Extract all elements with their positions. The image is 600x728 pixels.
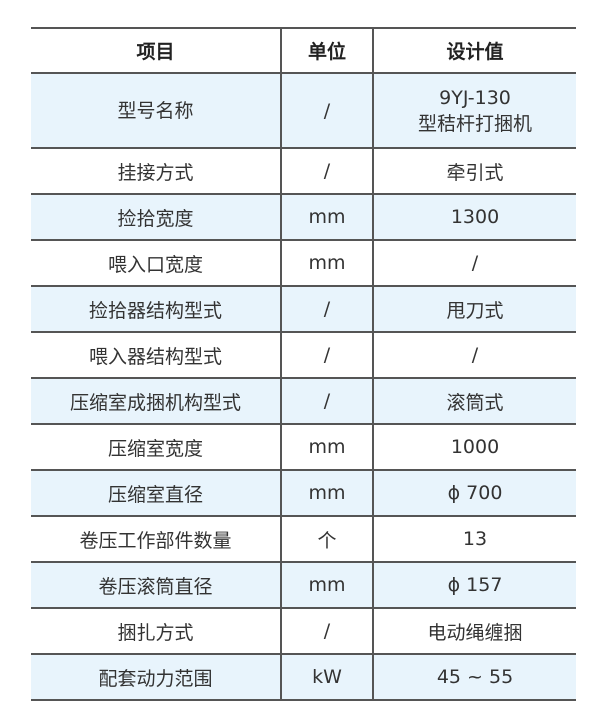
cell-item: 捡拾宽度 bbox=[31, 193, 282, 241]
cell-unit: 个 bbox=[281, 515, 374, 563]
cell-item: 压缩室成捆机构型式 bbox=[31, 377, 282, 425]
cell-unit: mm bbox=[281, 239, 374, 287]
cell-unit: mm bbox=[281, 469, 374, 517]
spec-table: 项目 单位 设计值 型号名称/9YJ-130 型秸杆打捆机 挂接方式 / 牵引式 捡拾宽度… bbox=[31, 27, 576, 701]
table-row: 卷压滚筒直径 mm ϕ 157 bbox=[31, 561, 576, 609]
table-header-row: 项目 单位 设计值 bbox=[31, 27, 576, 74]
cell-value: 45 ~ 55 bbox=[373, 653, 576, 701]
cell-value: ϕ 157 bbox=[373, 561, 576, 609]
cell-unit: / bbox=[281, 607, 374, 655]
cell-unit: mm bbox=[281, 193, 374, 241]
cell-value: / bbox=[373, 239, 576, 287]
cell-value-line1: 9YJ-130 bbox=[439, 86, 511, 109]
cell-unit: / bbox=[281, 147, 374, 195]
table-row: 捆扎方式 / 电动绳缠捆 bbox=[31, 607, 576, 655]
cell-unit: / bbox=[281, 72, 374, 149]
cell-value-line2: 型秸杆打捆机 bbox=[417, 112, 532, 135]
cell-item: 型号名称 bbox=[31, 72, 282, 149]
cell-unit: / bbox=[281, 377, 374, 425]
cell-value: 滚筒式 bbox=[373, 377, 576, 425]
table-row: 压缩室直径 mm ϕ 700 bbox=[31, 469, 576, 517]
header-unit: 单位 bbox=[281, 27, 374, 74]
cell-item: 挂接方式 bbox=[31, 147, 282, 195]
cell-value: 电动绳缠捆 bbox=[373, 607, 576, 655]
cell-unit: mm bbox=[281, 423, 374, 471]
cell-item: 卷压工作部件数量 bbox=[31, 515, 282, 563]
cell-item: 捡拾器结构型式 bbox=[31, 285, 282, 333]
cell-item: 喂入器结构型式 bbox=[31, 331, 282, 379]
table-row: 喂入器结构型式 / / bbox=[31, 331, 576, 379]
table-row: 捡拾器结构型式 / 甩刀式 bbox=[31, 285, 576, 333]
table-row: 挂接方式 / 牵引式 bbox=[31, 147, 576, 195]
cell-value: / bbox=[373, 331, 576, 379]
cell-item: 捆扎方式 bbox=[31, 607, 282, 655]
cell-unit: / bbox=[281, 285, 374, 333]
cell-item: 配套动力范围 bbox=[31, 653, 282, 701]
table-row: 喂入口宽度 mm / bbox=[31, 239, 576, 287]
cell-unit: / bbox=[281, 331, 374, 379]
cell-value: 1000 bbox=[373, 423, 576, 471]
table-row: 捡拾宽度 mm 1300 bbox=[31, 193, 576, 241]
cell-value: 13 bbox=[373, 515, 576, 563]
cell-value: ϕ 700 bbox=[373, 469, 576, 517]
table-row: 型号名称/ 9YJ-130 型秸杆打捆机 bbox=[31, 72, 576, 149]
table-row: 卷压工作部件数量个 13 bbox=[31, 515, 576, 563]
cell-item: 压缩室直径 bbox=[31, 469, 282, 517]
table-row: 压缩室宽度 mm 1000 bbox=[31, 423, 576, 471]
cell-item: 压缩室宽度 bbox=[31, 423, 282, 471]
cell-item: 卷压滚筒直径 bbox=[31, 561, 282, 609]
header-value: 设计值 bbox=[373, 27, 576, 74]
header-item: 项目 bbox=[31, 27, 282, 74]
cell-value: 1300 bbox=[373, 193, 576, 241]
cell-value: 9YJ-130 型秸杆打捆机 bbox=[373, 72, 576, 149]
cell-unit: kW bbox=[281, 653, 374, 701]
cell-item: 喂入口宽度 bbox=[31, 239, 282, 287]
table-row: 配套动力范围 kW 45 ~ 55 bbox=[31, 653, 576, 701]
table-row: 压缩室成捆机构型式 / 滚筒式 bbox=[31, 377, 576, 425]
cell-value: 甩刀式 bbox=[373, 285, 576, 333]
cell-unit: mm bbox=[281, 561, 374, 609]
cell-value: 牵引式 bbox=[373, 147, 576, 195]
